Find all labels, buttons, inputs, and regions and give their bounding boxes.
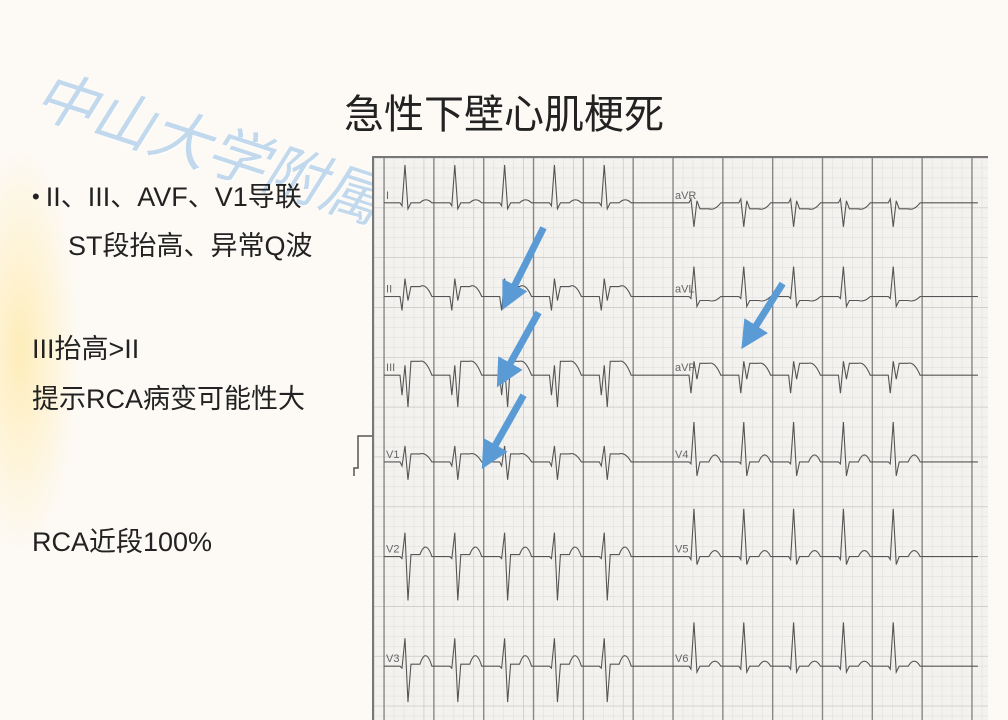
svg-text:II: II: [386, 284, 392, 296]
svg-text:III: III: [386, 362, 395, 374]
svg-text:I: I: [386, 190, 389, 202]
bullet-line-1: •II、III、AVF、V1导联: [32, 176, 372, 219]
bullet-dot: •: [32, 184, 40, 209]
svg-text:V3: V3: [386, 653, 399, 665]
svg-text:V6: V6: [675, 653, 688, 665]
ecg-chart: IIIIIIV1V2V3aVRaVLaVFV4V5V6: [372, 156, 988, 720]
bullet-text-1: II、III、AVF、V1导联: [46, 182, 302, 212]
bullet-text-5: RCA近段100%: [32, 521, 372, 564]
bullet-text-2: ST段抬高、异常Q波: [32, 225, 372, 268]
svg-text:V5: V5: [675, 544, 688, 556]
svg-text:aVL: aVL: [675, 284, 695, 296]
bullet-text-3: III抬高>II: [32, 328, 372, 371]
svg-text:aVF: aVF: [675, 362, 695, 374]
bullet-text-4: 提示RCA病变可能性大: [32, 378, 372, 421]
svg-text:aVR: aVR: [675, 190, 696, 202]
svg-text:V1: V1: [386, 449, 399, 461]
text-column: •II、III、AVF、V1导联 ST段抬高、异常Q波 III抬高>II 提示R…: [32, 176, 372, 570]
svg-text:V2: V2: [386, 544, 399, 556]
ecg-svg: IIIIIIV1V2V3aVRaVLaVFV4V5V6: [374, 158, 988, 720]
svg-text:V4: V4: [675, 449, 688, 461]
page-title: 急性下壁心肌梗死: [0, 82, 1008, 140]
